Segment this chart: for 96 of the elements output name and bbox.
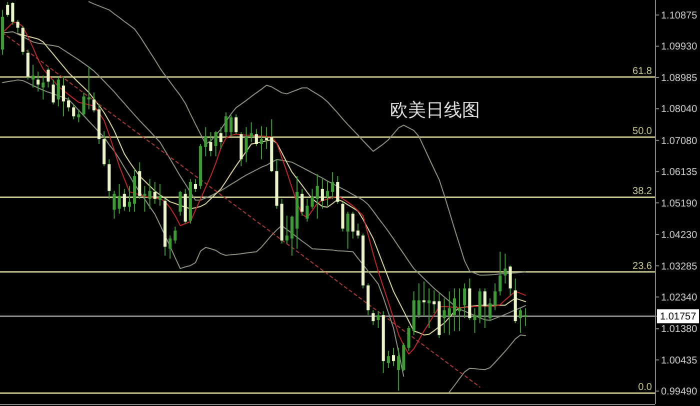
candlestick <box>463 282 466 319</box>
candlestick <box>336 176 340 204</box>
y-tick-label: 1.01380 <box>661 324 698 336</box>
candlestick <box>128 185 131 212</box>
annotation: 38.2 <box>632 186 652 198</box>
candlestick <box>46 67 50 88</box>
candlestick <box>442 298 446 334</box>
y-tick-label: 1.04230 <box>661 230 698 242</box>
candlestick <box>407 326 410 352</box>
candlestick <box>376 310 380 329</box>
y-tick-label: 1.01757 <box>660 312 697 323</box>
candlestick <box>204 126 208 157</box>
candlestick <box>524 308 528 327</box>
y-tick-label: 1.07080 <box>661 136 698 147</box>
candlestick <box>498 251 502 296</box>
candlestick <box>265 126 268 150</box>
y-tick-label: 1.09930 <box>661 42 698 53</box>
candlestick <box>158 183 162 206</box>
candlestick <box>174 226 177 244</box>
candlestick <box>483 288 486 329</box>
candlestick <box>209 132 212 157</box>
candlestick <box>386 350 390 368</box>
candlestick <box>52 79 55 105</box>
candlestick <box>260 126 264 160</box>
candlestick <box>16 19 20 34</box>
candlestick <box>508 265 512 296</box>
candlestick <box>494 282 497 311</box>
candlestick <box>118 183 121 214</box>
candlestick <box>148 178 152 210</box>
candlestick <box>224 112 228 137</box>
y-tick-label: 1.00435 <box>661 355 698 366</box>
candlestick <box>67 96 70 112</box>
candlestick <box>178 190 182 216</box>
candlestick <box>290 215 294 256</box>
candlestick <box>356 223 360 239</box>
candlestick <box>250 122 253 143</box>
candlestick <box>168 235 172 260</box>
candlestick <box>87 66 90 110</box>
candlestick <box>316 174 319 220</box>
candlestick <box>6 1 10 18</box>
candlestick <box>153 182 156 204</box>
text: 欧美日线图 <box>390 100 480 120</box>
candlestick <box>310 188 314 210</box>
y-tick-label: 0.99490 <box>661 386 698 398</box>
y-tick-label: 1.05190 <box>661 198 698 210</box>
candlestick <box>26 49 30 80</box>
candlestick <box>320 178 324 210</box>
y-tick-label: 1.08040 <box>661 104 698 116</box>
candlestick <box>458 288 462 332</box>
candlestick <box>417 282 420 319</box>
candlestick <box>230 114 233 137</box>
annotation: 23.6 <box>632 260 652 272</box>
candlestick <box>306 198 309 222</box>
candlestick <box>214 130 218 157</box>
candlestick <box>254 128 258 147</box>
candlestick <box>62 76 65 117</box>
y-tick-label: 1.06135 <box>661 167 698 178</box>
candlestick <box>42 75 45 100</box>
annotation: 0.0 <box>638 382 652 394</box>
y-tick-label: 1.03285 <box>661 261 698 272</box>
candlestick <box>112 190 116 220</box>
candlestick <box>300 188 304 216</box>
candlestick <box>488 298 492 322</box>
candlestick <box>448 290 451 336</box>
candlestick <box>77 108 80 123</box>
candlestick <box>82 92 86 117</box>
candlestick <box>504 253 507 284</box>
candlestick <box>285 215 288 244</box>
candlestick <box>36 71 40 92</box>
candlestick <box>31 64 35 88</box>
candlestick <box>422 280 426 317</box>
candlestick <box>473 308 476 334</box>
candlestick <box>326 180 330 206</box>
candlestick <box>518 308 522 334</box>
candlestick <box>346 211 350 250</box>
y-tick-label: 1.10875 <box>661 10 698 22</box>
candlestick <box>219 126 222 150</box>
candlestick <box>56 77 60 107</box>
candlestick <box>11 1 14 26</box>
candlestick <box>452 288 456 332</box>
annotation: 61.8 <box>632 66 652 77</box>
candlestick <box>143 185 146 212</box>
candlestick <box>244 126 248 163</box>
annotation: 50.0 <box>632 126 652 138</box>
y-tick-label: 1.08985 <box>661 72 698 84</box>
candlestick <box>392 347 396 367</box>
y-tick-label: 1.02340 <box>661 292 698 304</box>
candlestick <box>92 92 96 113</box>
candlestick <box>194 178 198 192</box>
candlestick <box>351 211 354 239</box>
candlestick <box>72 104 76 120</box>
candlestick <box>234 114 238 135</box>
candlestick <box>397 347 400 392</box>
candlestick <box>372 310 375 326</box>
candlestick <box>122 188 126 212</box>
candlestick <box>331 172 334 200</box>
